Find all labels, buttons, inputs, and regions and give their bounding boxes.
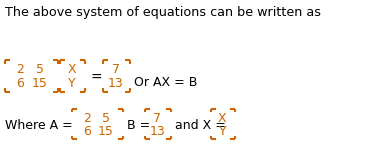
- Text: Y: Y: [219, 125, 226, 138]
- Text: 2: 2: [16, 63, 24, 76]
- Text: 7: 7: [153, 112, 161, 125]
- Text: The above system of equations can be written as: The above system of equations can be wri…: [5, 6, 321, 19]
- Text: 15: 15: [32, 77, 48, 90]
- Text: 6: 6: [83, 125, 90, 138]
- Text: 7: 7: [111, 63, 119, 76]
- Text: and X =: and X =: [175, 119, 226, 132]
- Text: 13: 13: [149, 125, 165, 138]
- Text: Or AX = B: Or AX = B: [134, 77, 197, 89]
- Text: =: =: [90, 70, 101, 84]
- Text: Where A =: Where A =: [5, 119, 73, 132]
- Text: 6: 6: [16, 77, 24, 90]
- Text: Y: Y: [68, 77, 75, 90]
- Text: 13: 13: [108, 77, 123, 90]
- Text: 2: 2: [83, 112, 90, 125]
- Text: B =: B =: [127, 119, 150, 132]
- Text: 15: 15: [98, 125, 113, 138]
- Text: X: X: [67, 63, 76, 76]
- Text: X: X: [218, 112, 227, 125]
- Text: 5: 5: [101, 112, 110, 125]
- Text: 5: 5: [36, 63, 44, 76]
